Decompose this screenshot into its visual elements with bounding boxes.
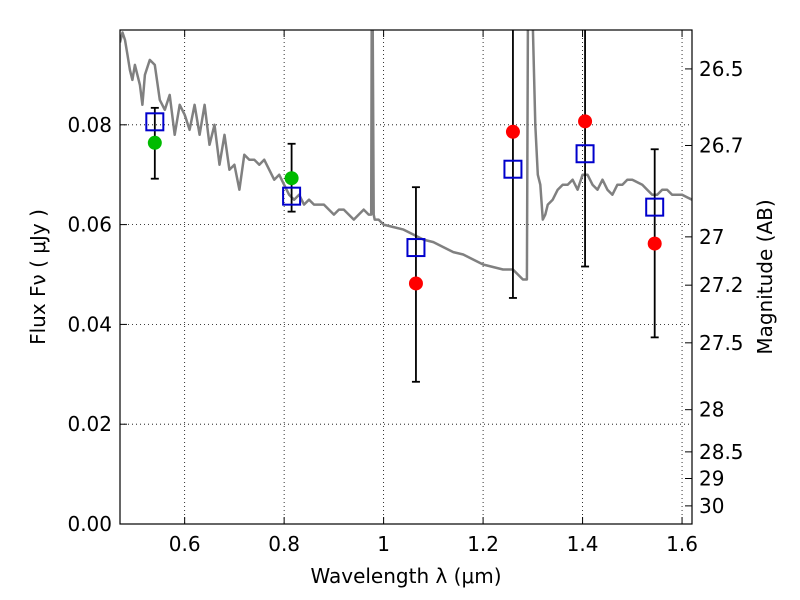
- y-axis-label: Flux Fν ( μJy ): [26, 209, 50, 345]
- right-tick-label: 28.5: [699, 440, 744, 464]
- right-tick-label: 29: [699, 466, 724, 490]
- right-axis-label: Magnitude (AB): [753, 199, 777, 354]
- data-point: [505, 124, 520, 139]
- model-sed-layer: [120, 30, 692, 281]
- right-tick-label: 27.2: [699, 273, 744, 297]
- right-tick-label: 28: [699, 398, 724, 422]
- y-tick-label: 0.06: [67, 213, 112, 237]
- marker-layer: [145, 112, 665, 291]
- x-tick-label: 1.4: [567, 532, 599, 556]
- model-photometry-point: [645, 197, 665, 217]
- x-tick-label: 1.2: [467, 532, 499, 556]
- x-tick-label: 0.6: [169, 532, 201, 556]
- model-photometry-point: [282, 186, 302, 206]
- model-photometry-point: [503, 159, 523, 179]
- right-tick-label: 26.7: [699, 133, 744, 157]
- data-point: [647, 236, 662, 251]
- x-tick-label: 1.6: [666, 532, 698, 556]
- tick-layer: 0.6 0.8 1 1.2 1.4 1.6 0.00 0.02 0.04 0.06 0.08 26.5…: [67, 30, 744, 556]
- plot-frame: [119, 29, 693, 525]
- model-photometry-point: [406, 238, 426, 258]
- model-sed-line: [120, 30, 692, 281]
- y-tick-label: 0.08: [67, 113, 112, 137]
- model-photometry-point: [575, 144, 595, 164]
- data-point: [284, 171, 299, 186]
- y-tick-label: 0.02: [67, 412, 112, 436]
- data-point: [408, 276, 423, 291]
- right-tick-label: 26.5: [699, 57, 744, 81]
- right-tick-label: 30: [699, 494, 724, 518]
- data-point: [147, 135, 162, 150]
- data-point: [578, 114, 593, 129]
- model-photometry-point: [145, 112, 165, 132]
- x-axis-label: Wavelength λ (μm): [310, 564, 501, 588]
- right-tick-label: 27.5: [699, 331, 744, 355]
- right-tick-label: 27: [699, 225, 724, 249]
- x-tick-label: 0.8: [268, 532, 300, 556]
- y-tick-label: 0.00: [67, 512, 112, 536]
- grid: [120, 30, 692, 524]
- y-tick-label: 0.04: [67, 312, 112, 336]
- x-tick-label: 1: [377, 532, 390, 556]
